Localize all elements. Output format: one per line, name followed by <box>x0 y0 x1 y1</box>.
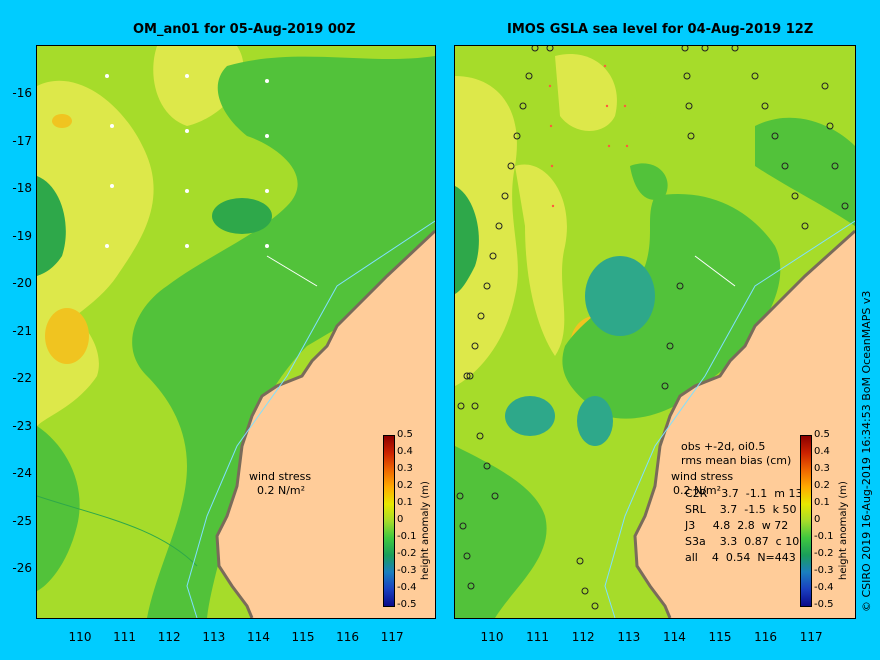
right-x-tick-label: 114 <box>662 630 686 644</box>
right-map-panel: wind stress 0.2 N/m² obs +-2d, oi0.5 rms… <box>454 45 856 619</box>
left-wind-stress-value: 0.2 N/m² <box>257 484 306 497</box>
colorbar-tick-label: 0.4 <box>397 446 413 457</box>
left-x-tick-label: 117 <box>380 630 404 644</box>
right-colorbar <box>800 435 812 607</box>
right-x-tick-label: 115 <box>708 630 732 644</box>
right-wind-stress-value: 0.2 N/m² <box>673 484 722 497</box>
left-x-tick-label: 110 <box>68 630 92 644</box>
colorbar-tick-label: 0.3 <box>814 463 830 474</box>
left-x-tick-label: 111 <box>113 630 137 644</box>
colorbar-tick-label: -0.3 <box>397 565 417 576</box>
right-x-tick-label: 111 <box>526 630 550 644</box>
y-tick-label: -20 <box>12 276 32 290</box>
left-colorbar-title: height anomaly (m) <box>420 481 431 580</box>
colorbar-tick-label: -0.1 <box>397 531 417 542</box>
y-tick-label: -24 <box>12 466 32 480</box>
colorbar-tick-label: 0.1 <box>814 497 830 508</box>
right-colorbar-title: height anomaly (m) <box>838 481 849 580</box>
left-map-panel: wind stress 0.2 N/m² <box>36 45 436 619</box>
y-tick-label: -26 <box>12 561 32 575</box>
y-tick-label: -16 <box>12 86 32 100</box>
colorbar-tick-label: -0.4 <box>397 582 417 593</box>
colorbar-tick-label: 0 <box>814 514 821 525</box>
stats-row: J3 4.8 2.8 w 72 <box>685 519 789 532</box>
colorbar-tick-label: 0.3 <box>397 463 413 474</box>
stats-table: C2R 3.7 -1.1 m 135 SRL 3.7 -1.5 k 50 J3 4.… <box>685 486 809 566</box>
colorbar-tick-label: -0.5 <box>397 599 417 610</box>
colorbar-tick-label: 0.5 <box>814 429 830 440</box>
right-wind-stress-label: wind stress <box>671 470 734 483</box>
left-x-tick-label: 116 <box>336 630 360 644</box>
left-x-tick-label: 115 <box>291 630 315 644</box>
colorbar-tick-label: 0.4 <box>814 446 830 457</box>
left-map-title: OM_an01 for 05-Aug-2019 00Z <box>133 22 356 37</box>
stats-row: SRL 3.7 -1.5 k 50 <box>685 503 797 516</box>
colorbar-tick-label: 0.2 <box>397 480 413 491</box>
y-tick-label: -19 <box>12 228 32 243</box>
y-tick-label: -25 <box>12 513 32 528</box>
stats-row: C2R 3.7 -1.1 m 135 <box>685 487 810 500</box>
right-x-tick-label: 116 <box>754 630 778 644</box>
stats-header-2: rms mean bias (cm) <box>681 454 792 467</box>
y-tick-label: -21 <box>12 323 32 338</box>
stats-row: S3a 3.3 0.87 c 101 <box>685 535 807 548</box>
right-x-tick-label: 117 <box>799 630 823 644</box>
colorbar-tick-label: 0 <box>397 514 404 525</box>
stats-header-1: obs +-2d, oi0.5 <box>681 440 766 453</box>
left-map-canvas <box>37 46 435 618</box>
left-colorbar <box>383 435 395 607</box>
right-x-tick-label: 112 <box>571 630 595 644</box>
right-x-tick-label: 110 <box>480 630 504 644</box>
colorbar-tick-label: 0.5 <box>397 429 413 440</box>
y-tick-label: -17 <box>12 133 32 148</box>
colorbar-tick-label: -0.3 <box>814 565 834 576</box>
right-map-canvas <box>455 46 855 618</box>
credit-text: © CSIRO 2019 16-Aug-2019 16:34:53 BoM Oc… <box>860 290 873 612</box>
left-x-tick-label: 113 <box>202 630 226 644</box>
y-tick-label: -23 <box>12 418 32 433</box>
colorbar-tick-label: -0.1 <box>814 531 834 542</box>
colorbar-tick-label: 0.2 <box>814 480 830 491</box>
colorbar-tick-label: -0.4 <box>814 582 834 593</box>
left-wind-stress-label: wind stress <box>249 470 312 483</box>
colorbar-tick-label: -0.2 <box>397 548 417 559</box>
colorbar-tick-label: 0.1 <box>397 497 413 508</box>
colorbar-tick-label: -0.2 <box>814 548 834 559</box>
y-tick-label: -18 <box>12 181 32 195</box>
left-x-tick-label: 114 <box>246 630 270 644</box>
left-x-tick-label: 112 <box>157 630 181 644</box>
right-x-tick-label: 113 <box>617 630 641 644</box>
right-map-title: IMOS GSLA sea level for 04-Aug-2019 12Z <box>507 22 814 37</box>
y-tick-label: -22 <box>12 371 32 385</box>
stats-row: all 4 0.54 N=443 <box>685 551 796 564</box>
colorbar-tick-label: -0.5 <box>814 599 834 610</box>
